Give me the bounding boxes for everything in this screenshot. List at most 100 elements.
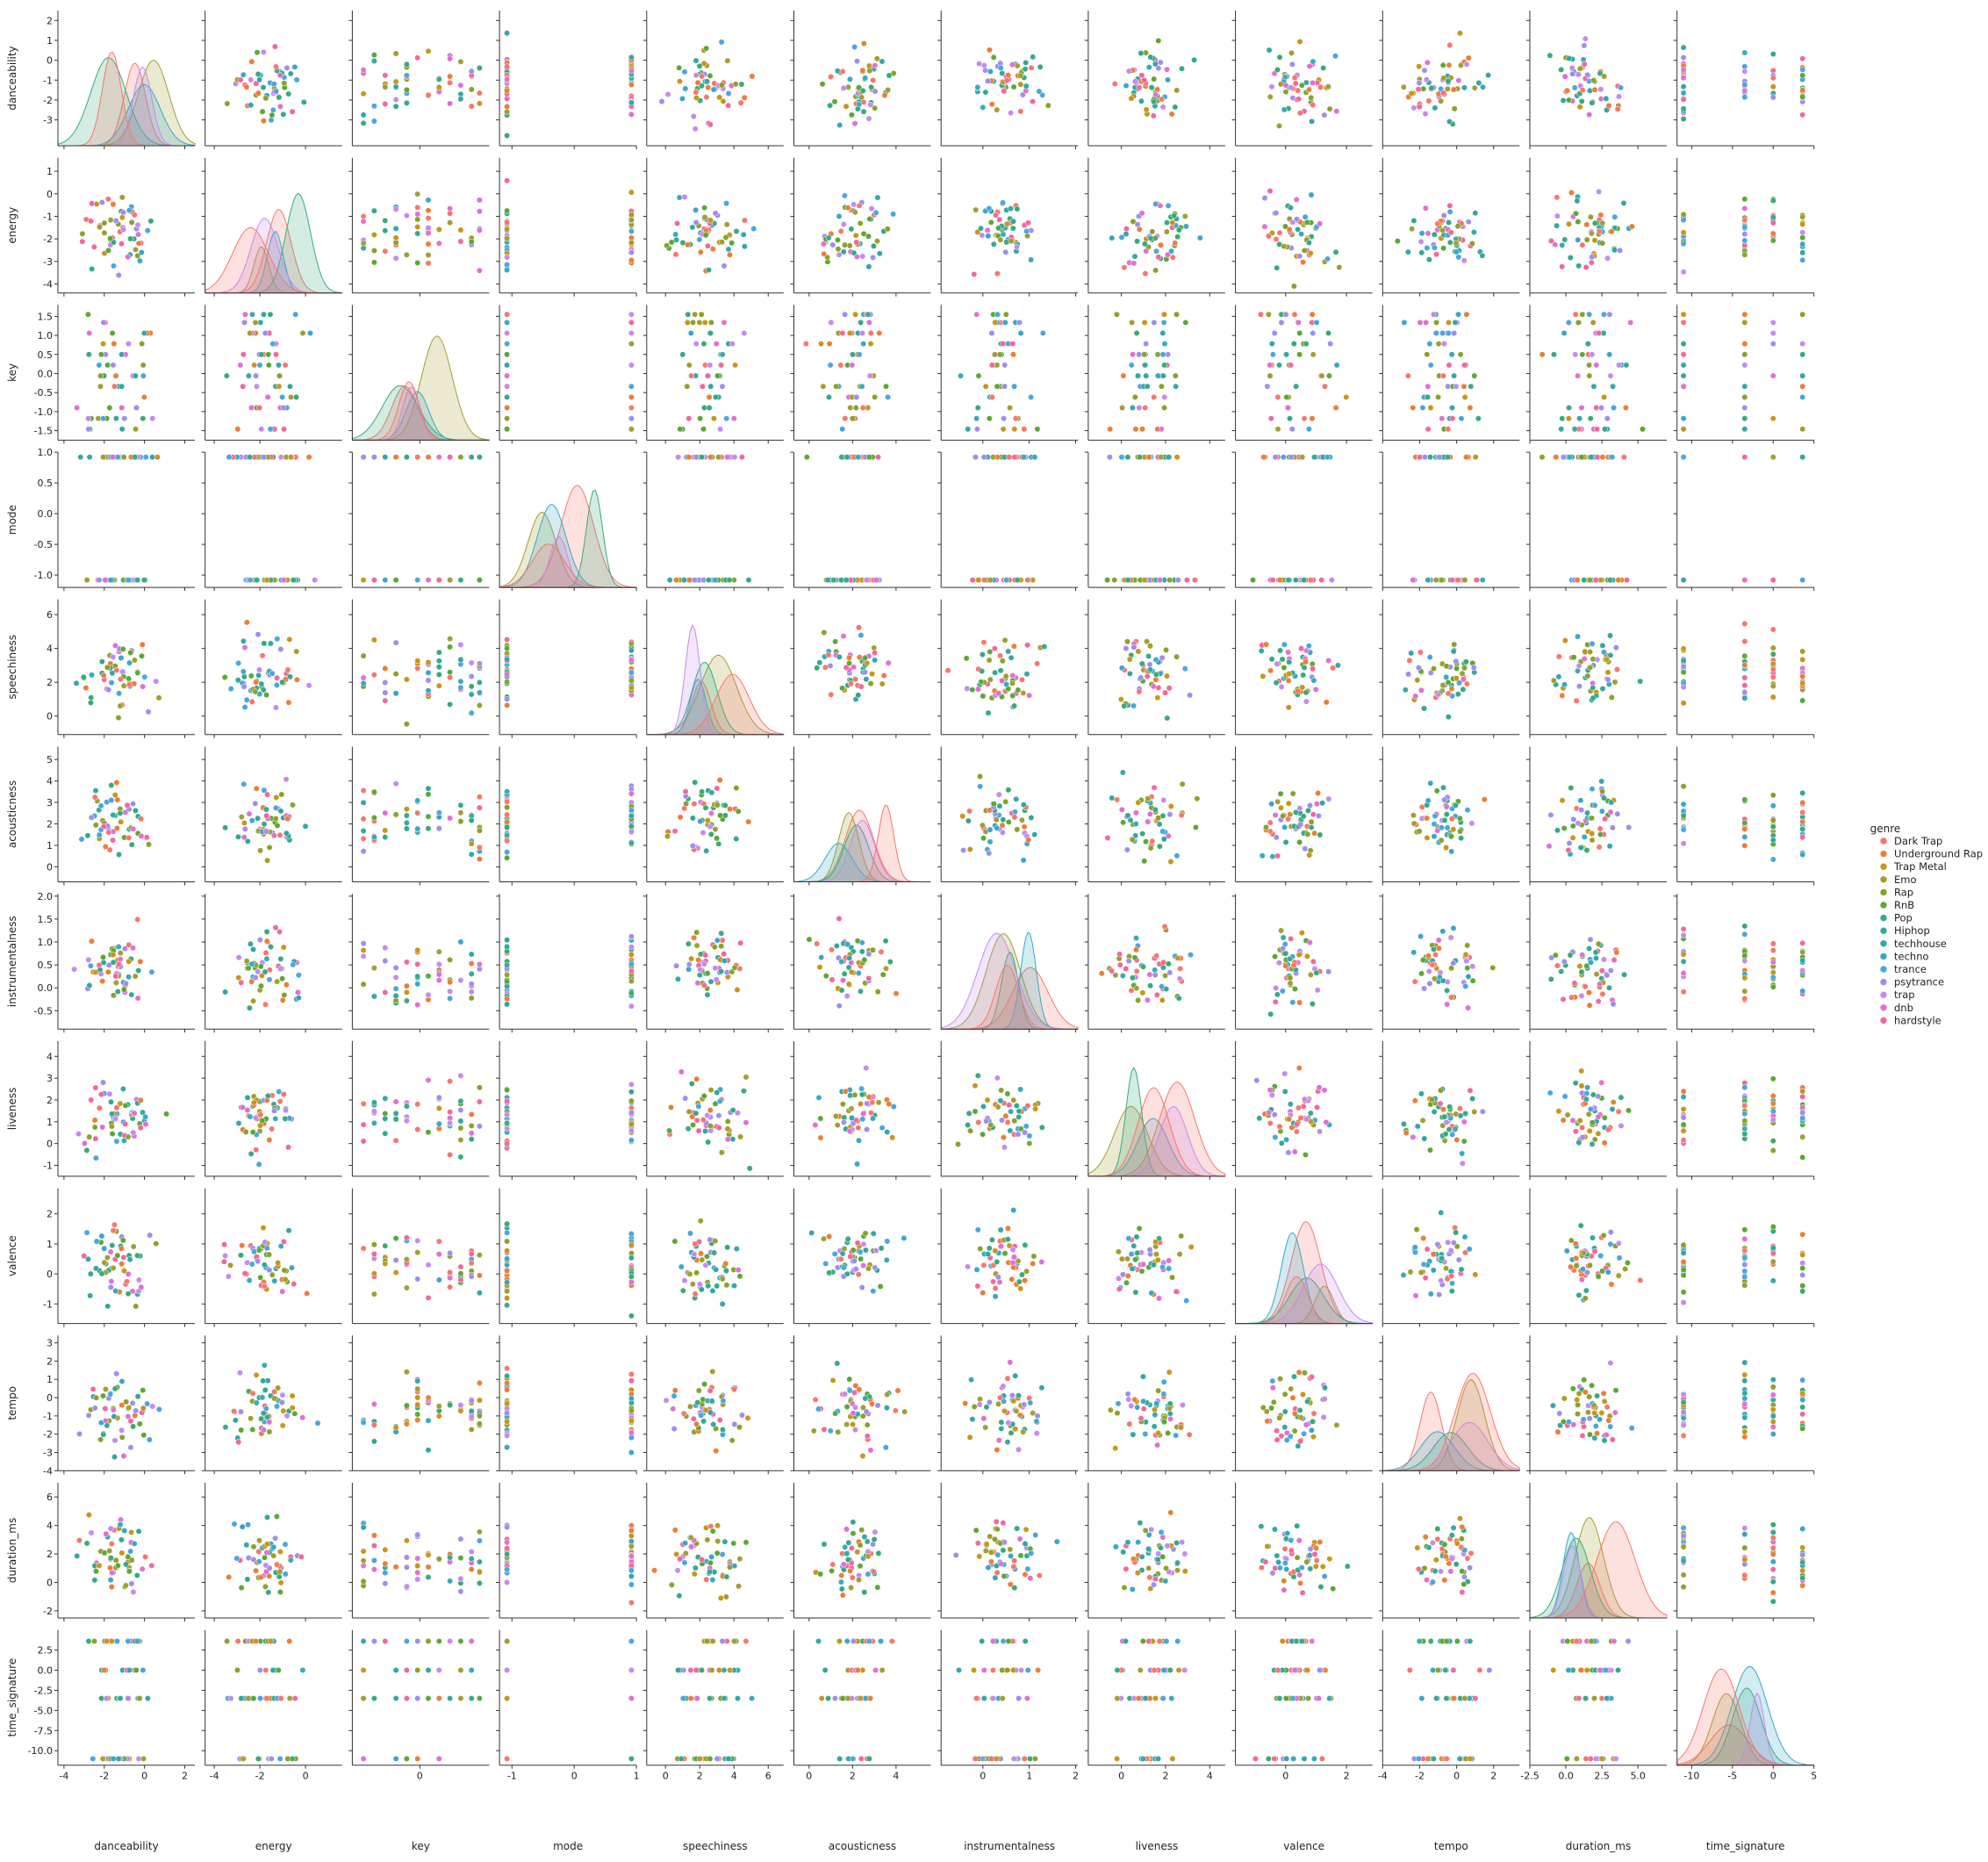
scatter-point [1166, 577, 1173, 584]
scatter-point [982, 383, 989, 390]
scatter-point [128, 219, 135, 226]
scatter-point [370, 577, 377, 584]
scatter-point [283, 776, 290, 783]
scatter-point [688, 372, 695, 379]
panel-acousticness-vs-time_signature [1673, 746, 1815, 886]
scatter-point [132, 372, 139, 379]
scatter-point [1575, 820, 1582, 827]
scatter-point [263, 828, 269, 835]
y-tick-label: -2 [43, 234, 53, 245]
scatter-point [1008, 61, 1016, 68]
scatter-point [1596, 227, 1603, 234]
scatter-point [826, 393, 832, 400]
scatter-point [1615, 577, 1622, 584]
scatter-point [1276, 229, 1283, 236]
scatter-point [691, 934, 698, 941]
scatter-point [705, 577, 712, 584]
scatter-point [1596, 330, 1603, 336]
scatter-point [131, 212, 138, 219]
scatter-point [1451, 105, 1458, 112]
scatter-point [1539, 454, 1546, 461]
scatter-point [468, 103, 475, 110]
scatter-point [1305, 807, 1311, 814]
scatter-point [846, 75, 853, 83]
scatter-point [1267, 93, 1274, 100]
panel-energy-vs-danceability: -4-3-2-101 [43, 157, 195, 297]
scatter-point [403, 61, 410, 68]
scatter-point [986, 205, 993, 212]
scatter-point [703, 847, 710, 854]
scatter-point [1410, 812, 1417, 819]
scatter-point [699, 383, 706, 390]
scatter-point [1295, 226, 1302, 233]
scatter-point [628, 217, 635, 224]
scatter-point [476, 844, 483, 851]
scatter-point [730, 415, 737, 422]
scatter-point [286, 636, 293, 643]
scatter-point [468, 673, 475, 679]
scatter-point [1479, 577, 1486, 584]
scatter-point [714, 372, 721, 379]
scatter-point [240, 71, 247, 78]
scatter-point [476, 856, 483, 863]
scatter-point [382, 217, 389, 224]
panel-mode-vs-key [348, 451, 490, 592]
scatter-point [1456, 815, 1463, 822]
scatter-point [1471, 372, 1478, 379]
scatter-point [628, 685, 635, 691]
scatter-point [270, 81, 277, 88]
panel-key-vs-key [348, 305, 490, 444]
scatter-point [1566, 220, 1572, 227]
scatter-point [1181, 212, 1188, 219]
scatter-point [468, 981, 475, 988]
scatter-point [732, 81, 739, 88]
scatter-point [973, 426, 980, 433]
scatter-point [85, 956, 92, 963]
scatter-point [1470, 229, 1477, 235]
scatter-point [837, 362, 844, 369]
scatter-point [890, 211, 897, 218]
scatter-point [392, 78, 399, 85]
scatter-point [827, 362, 834, 369]
scatter-point [457, 684, 464, 691]
scatter-point [1132, 821, 1139, 827]
scatter-point [447, 815, 454, 822]
scatter-point [1460, 84, 1468, 91]
scatter-point [1613, 666, 1620, 673]
scatter-point [1560, 97, 1567, 104]
scatter-point [1011, 426, 1018, 433]
scatter-point [1612, 644, 1619, 651]
scatter-point [1799, 72, 1806, 79]
scatter-point [1599, 787, 1605, 794]
scatter-point [1277, 81, 1284, 88]
scatter-point [706, 267, 712, 273]
scatter-point [700, 960, 707, 967]
scatter-point [683, 801, 690, 807]
scatter-point [86, 454, 93, 461]
scatter-point [1418, 249, 1425, 256]
scatter-point [414, 1002, 421, 1009]
scatter-point [504, 804, 511, 811]
scatter-point [1282, 311, 1289, 318]
scatter-point [276, 372, 283, 379]
scatter-point [1152, 91, 1159, 98]
scatter-point [264, 393, 271, 400]
scatter-point [1637, 678, 1644, 685]
scatter-point [504, 978, 511, 985]
scatter-point [685, 966, 693, 973]
scatter-point [1550, 677, 1557, 684]
scatter-point [1435, 341, 1442, 348]
scatter-point [1274, 852, 1281, 859]
scatter-point [1426, 341, 1433, 348]
scatter-point [360, 111, 367, 119]
scatter-point [144, 227, 151, 234]
scatter-point [1152, 676, 1159, 683]
scatter-point [101, 229, 108, 236]
scatter-point [1458, 415, 1465, 422]
scatter-point [1001, 319, 1008, 326]
scatter-point [468, 970, 475, 977]
scatter-point [370, 788, 377, 795]
scatter-point [360, 981, 367, 988]
scatter-point [1799, 372, 1806, 379]
scatter-point [712, 210, 719, 217]
